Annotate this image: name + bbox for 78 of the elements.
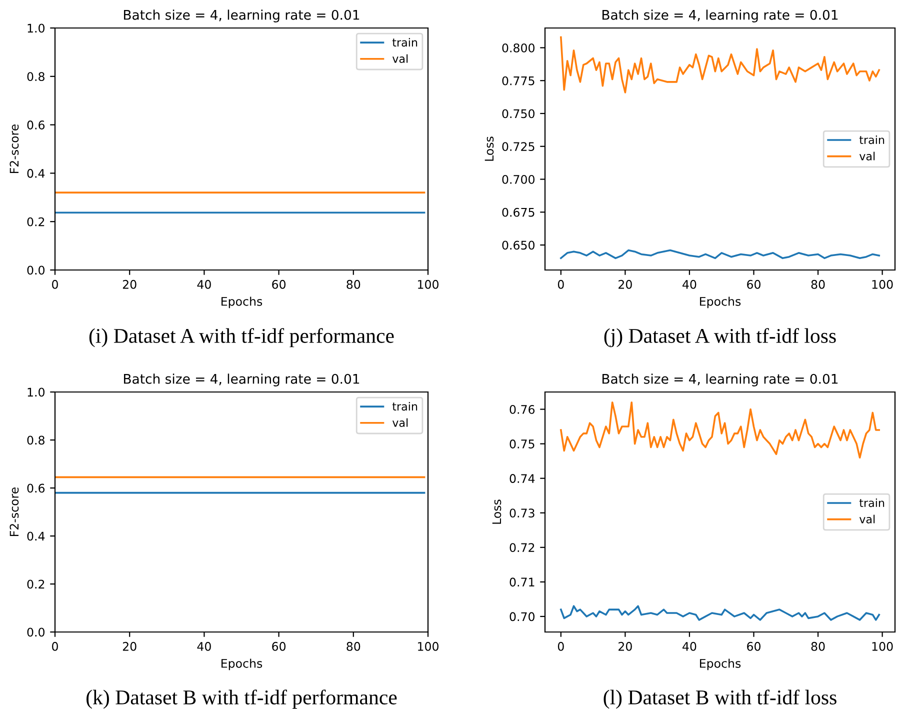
x-axis-title: Epochs — [700, 296, 741, 308]
y-axis-title: F2-score — [10, 487, 19, 536]
x-tick-label: 100 — [418, 280, 438, 289]
y-tick-label: 0.73 — [510, 508, 534, 518]
y-tick-label: 0.700 — [502, 174, 534, 184]
y-tick-label: 0.2 — [27, 580, 44, 589]
text: (l) Dataset B with tf-idf loss — [604, 690, 836, 709]
y-tick-label: 0.70 — [510, 612, 534, 622]
line-series — [560, 401, 880, 459]
line-series — [560, 605, 880, 621]
y-tick-label: 0.8 — [27, 72, 44, 82]
y-tick-label: 0.76 — [510, 404, 535, 414]
x-tick-label: 60 — [272, 280, 286, 289]
legend-label: val — [859, 514, 875, 524]
y-axis-title: Loss — [484, 136, 494, 161]
legend-label: train — [392, 38, 418, 47]
legend-label: val — [392, 54, 408, 63]
y-tick-label: 0.750 — [502, 109, 534, 118]
x-tick-label: 20 — [618, 280, 632, 289]
x-tick-label: 80 — [346, 642, 360, 651]
legend-label: val — [859, 152, 875, 160]
legend-label: train — [859, 498, 884, 508]
line-series — [560, 249, 880, 260]
legend-label: val — [392, 418, 408, 427]
x-tick-label: 0 — [52, 280, 58, 289]
x-tick-label: 80 — [811, 642, 825, 651]
x-tick-label: 0 — [558, 642, 564, 651]
x-tick-label: 0 — [52, 642, 58, 651]
chart-title: Batch size = 4, learning rate = 0.01 — [602, 10, 838, 22]
x-tick-label: 80 — [346, 280, 360, 289]
y-tick-label: 1.0 — [28, 24, 44, 33]
y-tick-label: 0.650 — [502, 240, 534, 250]
y-axis-title: Loss — [492, 500, 502, 524]
line-series — [560, 36, 880, 94]
x-tick-label: 40 — [197, 642, 211, 651]
x-tick-label: 0 — [558, 280, 564, 289]
legend-label: train — [859, 135, 884, 144]
x-tick-label: 60 — [272, 642, 286, 651]
y-tick-label: 0.72 — [510, 543, 534, 552]
x-axis-title: Epochs — [222, 658, 262, 670]
x-tick-label: 100 — [418, 642, 438, 651]
y-tick-label: 0.725 — [502, 142, 534, 152]
text: (i) Dataset A with tf-idf performance — [89, 328, 394, 348]
y-tick-label: 0.2 — [27, 217, 44, 226]
chart-title: Batch size = 4, learning rate = 0.01 — [124, 10, 360, 22]
y-tick-label: 0.74 — [510, 474, 535, 483]
y-tick-label: 0.71 — [510, 578, 534, 587]
y-tick-label: 0.675 — [502, 208, 534, 217]
chart-title: Batch size = 4, learning rate = 0.01 — [124, 374, 360, 386]
x-tick-label: 60 — [747, 642, 760, 651]
x-tick-label: 20 — [122, 642, 136, 651]
y-tick-label: 0.0 — [27, 266, 44, 275]
x-tick-label: 20 — [618, 642, 632, 651]
x-tick-label: 20 — [122, 280, 136, 289]
y-tick-label: 0.6 — [27, 120, 45, 130]
x-tick-label: 80 — [811, 280, 825, 289]
x-tick-label: 40 — [682, 642, 696, 651]
text: (j) Dataset A with tf-idf loss — [604, 328, 836, 348]
x-tick-label: 60 — [747, 280, 760, 289]
text: (k) Dataset B with tf-idf performance — [86, 690, 397, 709]
x-tick-label: 40 — [682, 280, 696, 289]
y-tick-label: 1.0 — [28, 388, 44, 397]
legend-label: train — [392, 402, 418, 411]
x-tick-label: 40 — [197, 280, 211, 289]
y-tick-label: 0.0 — [27, 628, 44, 637]
y-tick-label: 0.4 — [27, 168, 45, 178]
y-tick-label: 0.775 — [502, 76, 534, 86]
x-tick-label: 100 — [872, 280, 893, 289]
y-tick-label: 0.8 — [27, 436, 44, 445]
x-axis-title: Epochs — [222, 296, 262, 308]
x-axis-title: Epochs — [700, 658, 741, 670]
x-tick-label: 100 — [872, 642, 893, 651]
y-tick-label: 0.75 — [510, 440, 534, 448]
y-axis-title: F2-score — [10, 124, 19, 173]
chart-title: Batch size = 4, learning rate = 0.01 — [602, 374, 838, 386]
y-tick-label: 0.6 — [27, 484, 45, 493]
y-tick-label: 0.4 — [27, 532, 45, 541]
y-tick-label: 0.800 — [502, 43, 534, 52]
